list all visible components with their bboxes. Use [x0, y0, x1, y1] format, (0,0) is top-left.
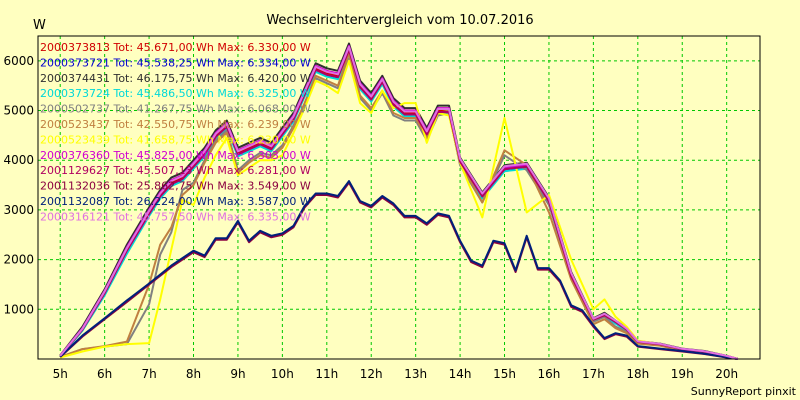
- x-tick-label: 10h: [271, 367, 294, 381]
- legend-entry-2000376360: 2000376360 Tot: 45.825,00 Wh Max: 6.303,…: [40, 149, 311, 162]
- series-line-2000523437: [59, 52, 738, 360]
- x-tick-label: 18h: [626, 367, 649, 381]
- x-tick-label: 8h: [186, 367, 201, 381]
- legend-entry-2001129627: 2001129627 Tot: 45.507,13 Wh Max: 6.281,…: [40, 164, 311, 177]
- legend-entry-2000523439: 2000523439 Tot: 41.658,75 Wh Max: 6.230,…: [40, 133, 311, 146]
- x-tick-label: 5h: [53, 367, 68, 381]
- legend-entry-2001132087: 2001132087 Tot: 26.224,00 Wh Max: 3.587,…: [40, 195, 311, 208]
- series-line-2001132087: [59, 180, 738, 360]
- x-tick-label: 7h: [141, 367, 156, 381]
- x-tick-label: 16h: [538, 367, 561, 381]
- x-tick-label: 13h: [404, 367, 427, 381]
- x-tick-label: 9h: [230, 367, 245, 381]
- legend: 2000373813 Tot: 45.671,00 Wh Max: 6.330,…: [40, 41, 311, 223]
- legend-entry-2000374431: 2000374431 Tot: 46.175,75 Wh Max: 6.420,…: [40, 72, 311, 85]
- x-tick-label: 17h: [582, 367, 605, 381]
- y-tick-label: 3000: [3, 203, 34, 217]
- y-tick-label: 5000: [3, 104, 34, 118]
- y-axis-unit: W: [33, 18, 46, 33]
- chart-title: Wechselrichtervergleich vom 10.07.2016: [266, 13, 533, 28]
- x-tick-label: 12h: [360, 367, 383, 381]
- series-line-2000502737: [59, 57, 739, 360]
- x-tick-label: 19h: [671, 367, 694, 381]
- x-tick-label: 14h: [449, 367, 472, 381]
- series-line-2000523439: [59, 59, 739, 360]
- y-axis: 1000 2000 3000 4000 5000 6000: [3, 54, 34, 316]
- y-tick-label: 1000: [3, 302, 34, 316]
- x-tick-label: 6h: [97, 367, 112, 381]
- legend-entry-2000523437: 2000523437 Tot: 42.550,75 Wh Max: 6.239,…: [40, 118, 311, 131]
- footer-credit: SunnyReport pinxit: [691, 385, 797, 398]
- legend-entry-2001132036: 2001132036 Tot: 25.862,75 Wh Max: 3.549,…: [40, 180, 311, 193]
- y-tick-label: 4000: [3, 153, 34, 167]
- series-line-2001129627: [59, 48, 739, 360]
- legend-entry-2000316121: 2000316121 Tot: 45.757,50 Wh Max: 6.335,…: [40, 210, 311, 223]
- y-tick-label: 6000: [3, 54, 34, 68]
- x-tick-label: 20h: [715, 367, 738, 381]
- series-line-2000316121: [59, 45, 739, 360]
- legend-entry-2000502737: 2000502737 Tot: 41.267,75 Wh Max: 6.068,…: [40, 103, 311, 116]
- plot-frame: [37, 35, 761, 360]
- x-axis: 5h 6h 7h 8h 9h 10h 11h 12h 13h 14h 15h 16h 17h 18h 19h…: [53, 367, 739, 381]
- legend-entry-2000373721: 2000373721 Tot: 45.538,25 Wh Max: 6.334,…: [40, 56, 311, 69]
- legend-entry-2000373813: 2000373813 Tot: 45.671,00 Wh Max: 6.330,…: [40, 41, 311, 54]
- legend-entry-2000373724: 2000373724 Tot: 45.486,50 Wh Max: 6.325,…: [40, 87, 311, 100]
- series-lines: [59, 42, 739, 360]
- y-tick-label: 2000: [3, 253, 34, 267]
- x-tick-label: 11h: [315, 367, 338, 381]
- x-tick-label: 15h: [493, 367, 516, 381]
